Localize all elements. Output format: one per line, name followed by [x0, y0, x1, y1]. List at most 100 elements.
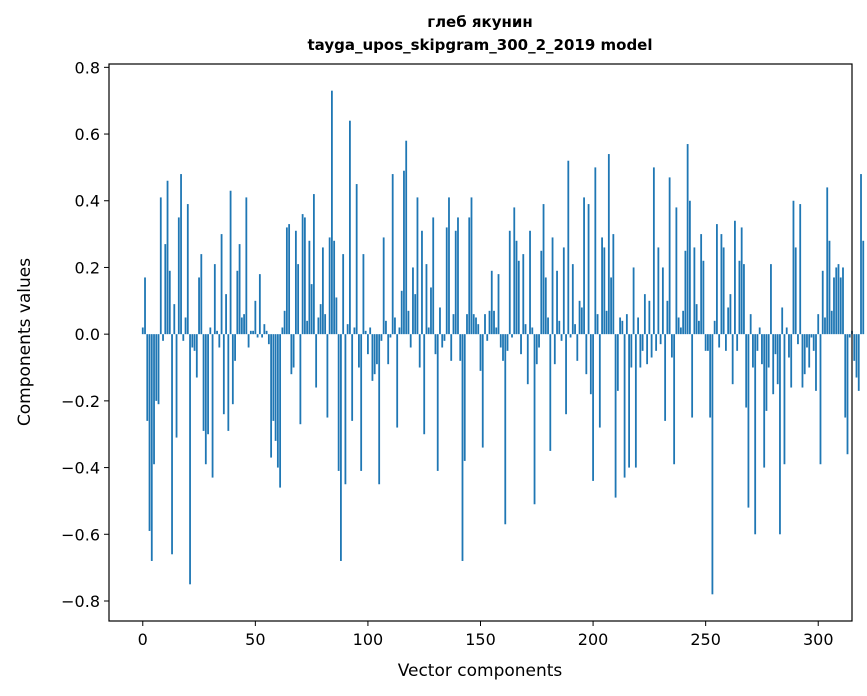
bar-283	[779, 334, 781, 535]
bar-149	[477, 324, 480, 335]
bar-240	[682, 310, 685, 335]
bar-155	[490, 270, 493, 335]
bar-264	[736, 334, 739, 351]
bar-207	[607, 154, 610, 335]
bar-3	[148, 334, 151, 531]
bar-156	[493, 310, 495, 335]
bar-173	[531, 327, 534, 335]
bar-185	[558, 320, 561, 335]
bar-231	[661, 267, 664, 335]
bar-215	[625, 314, 628, 335]
bar-259	[725, 334, 727, 351]
bar-85	[333, 240, 336, 335]
bar-67	[292, 334, 295, 368]
bar-110	[389, 334, 392, 338]
bar-122	[416, 197, 419, 335]
bar-205	[603, 247, 606, 335]
bars-group	[141, 90, 865, 595]
bar-276	[763, 334, 766, 468]
bar-239	[679, 327, 682, 335]
bar-79	[319, 304, 322, 335]
bar-229	[657, 247, 660, 335]
bar-20	[186, 204, 189, 335]
bar-203	[598, 334, 601, 428]
bar-95	[355, 184, 358, 335]
bar-176	[538, 334, 540, 348]
bar-171	[526, 334, 529, 385]
bar-16	[177, 217, 180, 335]
bar-118	[407, 310, 410, 335]
bar-120	[412, 267, 414, 335]
bar-172	[529, 230, 531, 335]
bar-260	[727, 307, 730, 335]
bar-138	[452, 314, 455, 335]
bar-174	[533, 334, 536, 505]
bar-87	[337, 334, 340, 471]
bar-42	[236, 270, 239, 335]
bar-311	[842, 267, 844, 335]
bar-88	[340, 334, 342, 561]
bar-261	[729, 294, 732, 335]
bar-237	[675, 207, 678, 335]
bar-273	[756, 334, 759, 351]
bar-128	[430, 287, 432, 335]
bar-288	[790, 334, 793, 388]
bar-106	[380, 334, 383, 341]
bar-161	[504, 334, 507, 525]
bar-206	[605, 310, 608, 335]
bar-241	[684, 250, 687, 335]
bar-170	[524, 324, 527, 335]
bar-160	[502, 334, 504, 361]
bar-197	[585, 334, 588, 375]
y-axis-ticks: −0.8 −0.6 −0.4 −0.2 0.0 0.2 0.4 0.6 0.8	[61, 58, 109, 611]
bar-278	[767, 334, 770, 368]
bar-83	[328, 237, 331, 335]
bar-244	[691, 334, 694, 418]
bar-78	[317, 317, 320, 335]
bar-204	[601, 237, 603, 335]
bar-221	[639, 334, 642, 368]
bar-258	[722, 247, 725, 335]
bar-150	[479, 334, 482, 371]
bar-69	[297, 264, 300, 335]
bar-153	[486, 334, 489, 341]
bar-39	[229, 190, 232, 335]
bar-249	[702, 260, 705, 335]
bar-143	[463, 334, 466, 461]
bar-198	[587, 204, 590, 335]
bar-60	[276, 334, 279, 468]
bar-216	[628, 334, 630, 468]
bar-136	[448, 197, 450, 335]
bar-214	[623, 334, 626, 478]
bar-131	[436, 334, 439, 471]
bar-319	[860, 174, 862, 335]
bar-235	[670, 334, 673, 358]
bar-164	[511, 334, 513, 338]
bar-66	[290, 334, 293, 375]
bar-230	[659, 334, 662, 345]
bar-63	[283, 310, 286, 335]
bar-121	[414, 294, 417, 335]
bar-179	[544, 277, 547, 335]
bar-47	[247, 334, 250, 348]
bar-80	[321, 247, 324, 335]
bar-252	[709, 334, 712, 418]
bar-291	[797, 334, 799, 345]
bar-100	[367, 334, 369, 355]
bar-52	[258, 274, 261, 335]
bar-211	[616, 334, 619, 391]
x-axis-label: Vector components	[398, 661, 563, 681]
bar-55	[265, 330, 268, 335]
bar-12	[168, 270, 171, 335]
bar-162	[506, 334, 509, 351]
bar-8	[159, 197, 162, 335]
bar-93	[351, 334, 354, 421]
bar-73	[306, 320, 309, 335]
bar-99	[364, 330, 367, 335]
bar-225	[648, 300, 651, 335]
bar-271	[752, 334, 754, 368]
bar-94	[353, 327, 356, 335]
bar-5	[153, 334, 155, 465]
bar-184	[556, 270, 558, 335]
